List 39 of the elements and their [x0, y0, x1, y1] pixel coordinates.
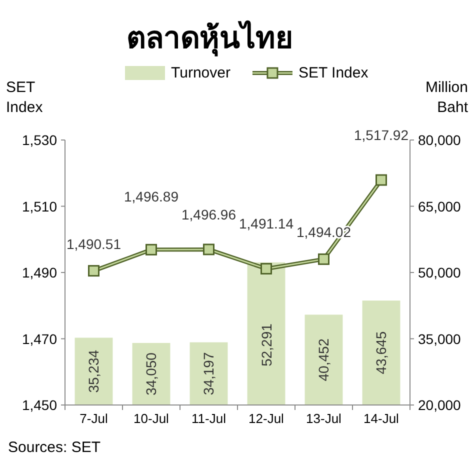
- data-label: 34,050: [143, 352, 160, 396]
- x-tick-label: 14-Jul: [364, 411, 400, 426]
- data-label: 43,645: [373, 331, 390, 374]
- y-tick-label: 1,470: [22, 330, 58, 347]
- data-label: 34,197: [200, 352, 217, 396]
- point: [203, 244, 214, 256]
- y2-tick-label: 20,000: [418, 397, 462, 413]
- y-axis-title: SET Index: [6, 79, 44, 116]
- data-label: 1,490.51: [66, 236, 122, 252]
- y-tick-label: 1,450: [22, 397, 58, 413]
- y-tick-label: 1,510: [22, 198, 58, 214]
- y2-tick-label: 50,000: [418, 264, 462, 280]
- x-tick-label: 10-Jul: [134, 411, 170, 426]
- point: [146, 244, 157, 256]
- legend-label: Turnover: [171, 64, 230, 82]
- data-label: 1,491.14: [239, 216, 294, 232]
- y2-tick-label: 35,000: [418, 330, 462, 347]
- x-tick-label: 7-Jul: [80, 411, 108, 426]
- chart-title: ตลาดหุ้นไทย: [126, 20, 294, 57]
- data-label: 1,517.92: [354, 127, 409, 144]
- y-tick-label: 1,490: [22, 264, 58, 280]
- data-label: 40,452: [316, 338, 332, 382]
- x-tick-label: 12-Jul: [248, 411, 284, 426]
- data-label: 52,291: [258, 323, 274, 366]
- source-note: Sources: SET: [8, 439, 101, 456]
- x-tick-label: 11-Jul: [192, 411, 226, 426]
- y2-axis-title: Million Baht: [425, 79, 469, 116]
- y2-tick-label: 65,000: [418, 198, 462, 214]
- y-tick-label: 1,530: [22, 132, 58, 148]
- data-label: 35,234: [86, 350, 102, 393]
- point: [88, 265, 100, 277]
- point: [376, 174, 387, 186]
- x-tick-label: 13-Jul: [306, 411, 342, 426]
- point: [318, 253, 330, 265]
- data-label: 1,496.89: [124, 188, 179, 205]
- point: [260, 262, 272, 274]
- legend-label: SET Index: [298, 64, 369, 82]
- data-label: 1,496.96: [182, 206, 236, 222]
- y2-tick-label: 80,000: [418, 132, 462, 148]
